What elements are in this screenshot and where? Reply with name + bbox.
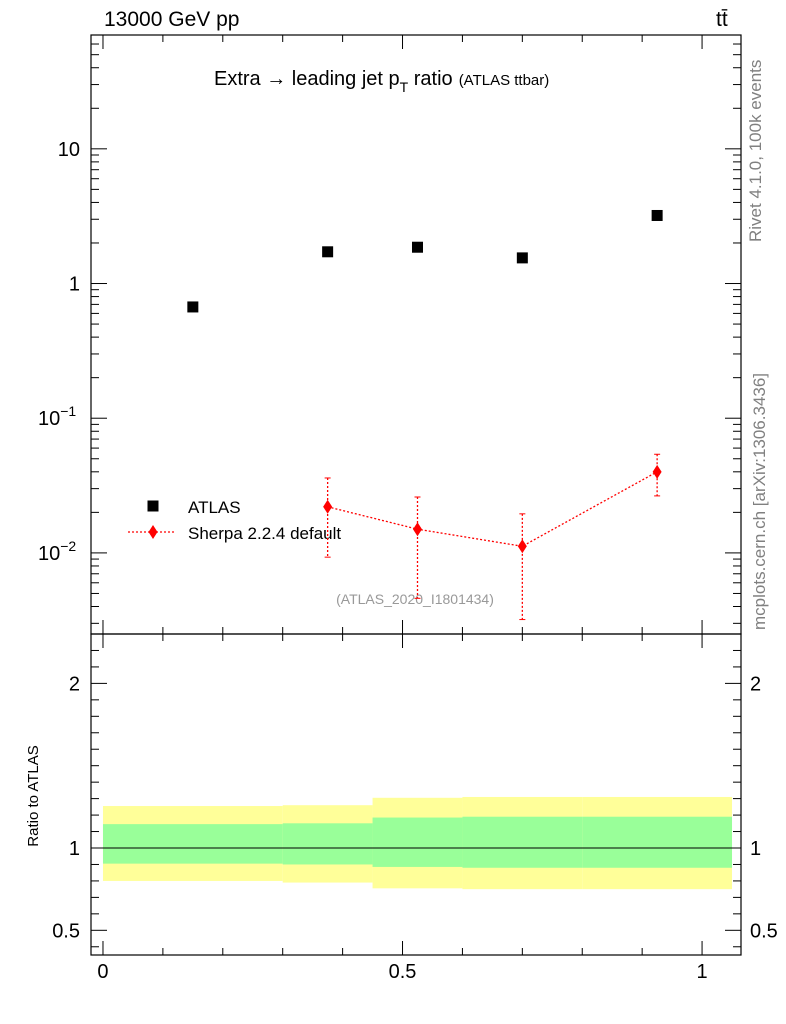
sherpa-data-point: [323, 499, 333, 514]
ratio-y-tick-label-left: 0.5: [52, 920, 80, 942]
atlas-data-point: [651, 209, 663, 221]
atlas-data-point: [187, 301, 199, 313]
ratio-axis-label: Ratio to ATLAS: [25, 745, 42, 846]
legend-label-atlas: ATLAS: [188, 498, 241, 517]
ratio-y-tick-label-left: 2: [69, 673, 80, 695]
ratio-y-tick-label-right: 0.5: [750, 920, 778, 942]
analysis-watermark: (ATLAS_2020_I1801434): [336, 591, 494, 607]
y-tick-label: 10−1: [38, 403, 76, 430]
atlas-data-point: [516, 252, 528, 264]
y-tick-label: 10−2: [38, 538, 76, 565]
ratio-band-inner-3: [462, 816, 583, 868]
ratio-band-inner-2: [372, 817, 463, 867]
rivet-version-label: Rivet 4.1.0, 100k events: [746, 59, 765, 242]
lower-frame: [90, 633, 742, 956]
ratio-band-inner-0: [102, 824, 283, 864]
header-left: 13000 GeV pp: [104, 8, 240, 31]
y-tick-label: 1: [69, 274, 80, 296]
atlas-data-point: [411, 241, 423, 253]
ratio-band-inner-4: [582, 816, 733, 868]
legend-label-sherpa: Sherpa 2.2.4 default: [188, 524, 341, 543]
legend-marker-atlas: [147, 500, 159, 512]
header-right: tt̄: [716, 8, 728, 31]
ratio-y-tick-label-right: 1: [750, 838, 761, 860]
main-plot: Extra → leading jet pT ratio (ATLAS ttbar…: [38, 34, 742, 648]
upper-frame: [90, 34, 742, 635]
chart-title: Extra → leading jet pT ratio (ATLAS ttbar…: [214, 68, 549, 95]
ratio-y-tick-label-right: 2: [750, 673, 761, 695]
ratio-band-inner-1: [282, 823, 373, 865]
mcplots-reference-label: mcplots.cern.ch [arXiv:1306.3436]: [750, 372, 769, 630]
sherpa-data-point: [652, 464, 662, 479]
sherpa-data-point: [412, 522, 422, 537]
legend-marker-sherpa: [148, 525, 158, 539]
atlas-data-point: [322, 246, 334, 258]
ratio-plot: Ratio to ATLAS 0 0.5 1 0.5 0.5 1 1 2 2: [25, 633, 778, 983]
sherpa-line: [327, 471, 658, 547]
y-tick-label: 10: [58, 139, 80, 161]
x-tick-label: 1: [696, 961, 707, 983]
legend: ATLAS Sherpa 2.2.4 default: [128, 498, 341, 543]
x-tick-label: 0.5: [389, 961, 417, 983]
sherpa-data-point: [517, 539, 527, 554]
ratio-y-tick-label-left: 1: [69, 838, 80, 860]
x-tick-label: 0: [97, 961, 108, 983]
